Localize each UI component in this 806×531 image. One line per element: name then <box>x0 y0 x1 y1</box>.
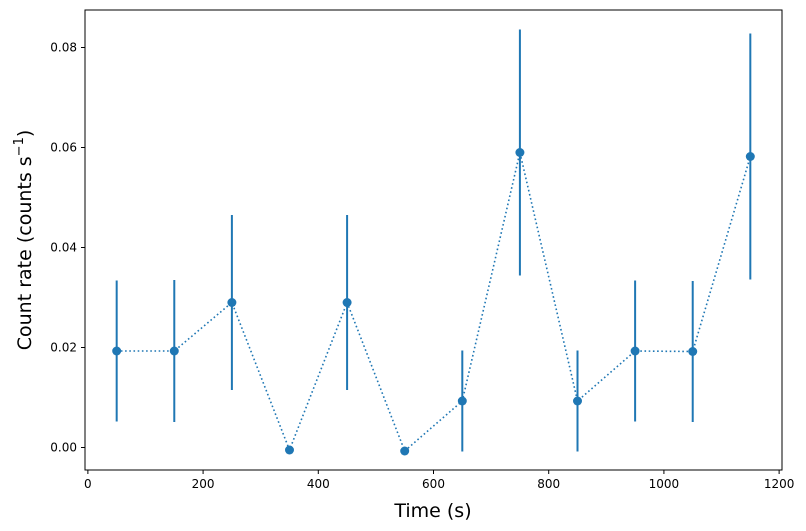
data-point <box>284 445 294 455</box>
data-point <box>573 396 583 406</box>
y-axis: 0.00 0.02 0.04 0.06 0.08 <box>50 41 85 455</box>
plot-background <box>85 10 782 470</box>
y-tick-label: 0.04 <box>50 241 77 255</box>
data-point <box>688 347 698 356</box>
data-point <box>342 298 352 307</box>
y-axis-title-close: ) <box>14 130 36 137</box>
data-point <box>227 298 237 307</box>
y-axis-title-exponent: −1 <box>12 137 27 156</box>
y-axis-title-main: Count rate (counts s <box>14 156 36 350</box>
y-tick-label: 0.02 <box>50 341 77 355</box>
y-axis-title: Count rate (counts s−1) <box>12 130 36 351</box>
data-point <box>515 148 525 157</box>
data-point <box>112 346 122 356</box>
y-tick-label: 0.08 <box>50 41 77 55</box>
x-tick-label: 200 <box>192 477 215 491</box>
series-layer <box>112 29 755 456</box>
y-tick-label: 0.00 <box>50 441 77 455</box>
data-point <box>169 346 179 356</box>
series-dotted-line <box>116 152 752 453</box>
data-point <box>745 152 755 161</box>
x-tick-label: 400 <box>307 477 330 491</box>
x-tick-label: 800 <box>537 477 560 491</box>
x-axis: 0 200 400 600 800 1000 1200 <box>84 470 794 491</box>
x-tick-label: 600 <box>422 477 445 491</box>
y-tick-label: 0.06 <box>50 141 77 155</box>
data-point <box>630 346 640 356</box>
x-tick-label: 0 <box>84 477 92 491</box>
x-axis-title: Time (s) <box>393 500 471 522</box>
data-point <box>457 396 467 406</box>
x-tick-label: 1000 <box>649 477 680 491</box>
data-point <box>400 446 410 456</box>
x-tick-label: 1200 <box>764 477 795 491</box>
